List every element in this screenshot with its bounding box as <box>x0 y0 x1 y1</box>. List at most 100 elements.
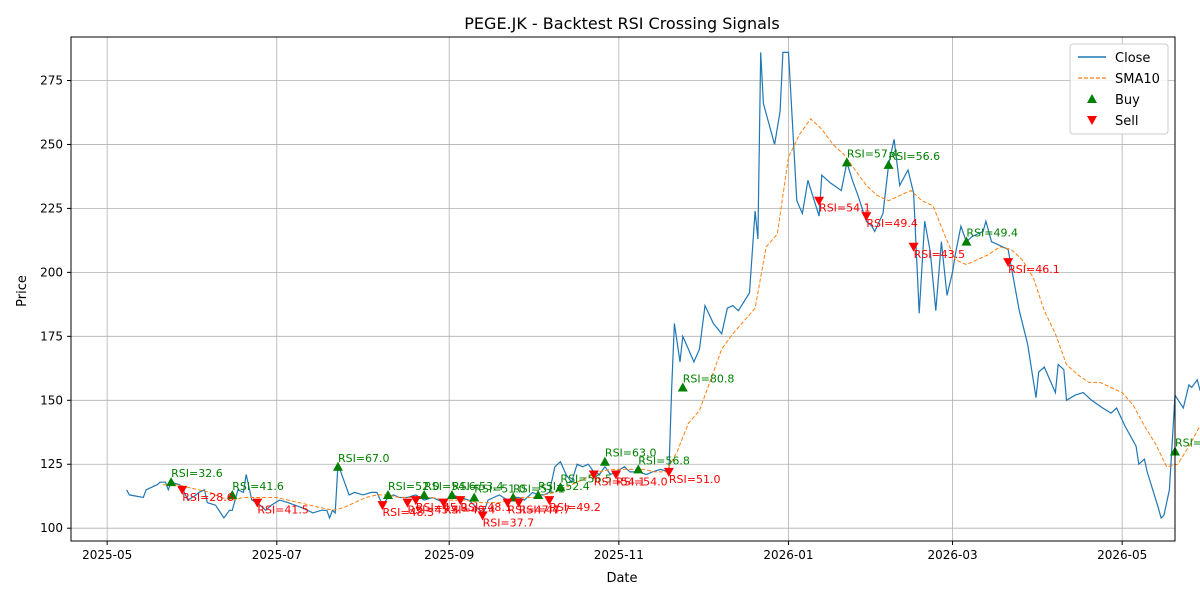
buy-marker <box>446 489 457 499</box>
sell-marker <box>252 498 263 508</box>
buy-annotation: RSI=63.0 <box>605 447 657 460</box>
sell-marker <box>611 470 622 480</box>
legend-swatch-buy <box>1087 94 1097 103</box>
x-tick-label: 2025-07 <box>252 548 302 562</box>
x-tick-label: 2025-09 <box>424 548 474 562</box>
buy-annotation: RSI=56.8 <box>638 454 690 467</box>
y-tick-label: 225 <box>40 201 63 215</box>
buy-marker <box>883 159 894 169</box>
x-tick-label: 2025-11 <box>594 548 644 562</box>
buy-marker <box>555 482 566 492</box>
sell-marker <box>502 498 513 508</box>
sell-annotation: RSI=47.7 <box>519 504 571 517</box>
sell-marker <box>908 242 919 252</box>
buy-marker <box>383 489 394 499</box>
y-tick-label: 150 <box>40 393 63 407</box>
buy-annotation: RSI=40.8 <box>1175 436 1200 449</box>
buy-annotation: RSI=51.0 <box>474 483 526 496</box>
sell-marker <box>377 501 388 511</box>
buy-marker <box>469 492 480 502</box>
y-axis: 100 125 150 175 200 225 250 275 <box>40 73 71 535</box>
sell-annotation: RSI=49.4 <box>866 217 918 230</box>
sell-marker <box>861 212 872 222</box>
y-tick-label: 275 <box>40 73 63 87</box>
buy-annotation: RSI=67.0 <box>338 452 390 465</box>
sell-annotation: RSI=41.5 <box>257 504 309 517</box>
sell-marker <box>544 496 555 506</box>
sell-marker <box>455 496 466 506</box>
x-tick-label: 2025-05 <box>82 548 132 562</box>
sell-marker <box>410 496 421 506</box>
sell-marker <box>177 485 188 495</box>
sell-annotation: RSI=46.1 <box>1008 263 1060 276</box>
sell-annotation: RSI=45.9 <box>416 501 468 514</box>
legend-label: Close <box>1115 51 1150 66</box>
sell-annotation: RSI=37.7 <box>483 516 535 529</box>
y-tick-label: 100 <box>40 521 63 535</box>
buy-annotation: RSI=52.4 <box>538 480 590 493</box>
sell-marker <box>438 498 449 508</box>
sell-annotation: RSI=54.1 <box>594 475 646 488</box>
x-axis: 2025-05 2025-07 2025-09 2025-11 2026-01 2026-… <box>82 541 1147 562</box>
sell-annotation: RSI=48.1 <box>460 501 512 514</box>
sell-annotation: RSI=48.3 <box>382 506 434 519</box>
legend-label: Buy <box>1115 93 1140 108</box>
buy-marker <box>633 464 644 474</box>
sell-annotation: RSI=47.4 <box>508 504 560 517</box>
sell-marker <box>513 498 524 508</box>
buy-marker <box>227 489 238 499</box>
buy-marker <box>419 489 430 499</box>
sell-annotation: RSI=54.1 <box>819 202 871 215</box>
x-axis-label: Date <box>606 571 637 586</box>
legend-label: Sell <box>1115 114 1138 129</box>
buy-annotation: RSI=54.6 <box>424 480 476 493</box>
y-tick-label: 175 <box>40 329 63 343</box>
buy-marker <box>533 489 544 499</box>
buy-marker <box>332 461 343 471</box>
x-tick-label: 2026-01 <box>763 548 813 562</box>
plot-area: RSI=32.6 RSI=41.6 RSI=67.0 RSI=52.0RSI=54.6… <box>126 51 1200 529</box>
sell-annotation: RSI=45.4 <box>407 504 459 517</box>
buy-annotation: RSI=41.6 <box>232 480 284 493</box>
legend: Close SMA10 Buy Sell <box>1069 43 1169 135</box>
y-tick-label: 200 <box>40 265 63 279</box>
sell-marker <box>814 196 825 206</box>
y-tick-label: 250 <box>40 137 63 151</box>
x-tick-label: 2026-03 <box>927 548 977 562</box>
buy-marker <box>841 157 852 167</box>
chart-title: PEGE.JK - Backtest RSI Crossing Signals <box>464 14 779 33</box>
y-axis-label: Price <box>15 275 30 307</box>
legend-label: SMA10 <box>1115 72 1160 87</box>
sell-marker <box>588 470 599 480</box>
x-tick-label: 2026-05 <box>1097 548 1147 562</box>
buy-marker <box>166 477 177 487</box>
sell-annotation: RSI=43.5 <box>914 248 966 261</box>
sell-annotation: RSI=28.6 <box>182 491 234 504</box>
sell-marker <box>663 467 674 477</box>
buy-marker <box>677 382 688 392</box>
legend-swatch-sell <box>1087 116 1097 125</box>
plot-frame <box>70 36 1176 542</box>
buy-annotation: RSI=56.6 <box>889 150 941 163</box>
sell-marker <box>1003 258 1014 268</box>
sell-annotation: RSI=51.0 <box>669 473 721 486</box>
buy-annotation: RSI=56.5 <box>560 472 612 485</box>
series-line-close <box>126 51 1200 520</box>
series-line-sma10 <box>162 118 1200 511</box>
buy-annotation: RSI=49.4 <box>966 227 1018 240</box>
buy-annotation: RSI=80.8 <box>683 372 735 385</box>
buy-annotation: RSI=53.4 <box>452 480 504 493</box>
buy-marker <box>599 456 610 466</box>
buy-marker <box>961 236 972 246</box>
y-tick-label: 125 <box>40 457 63 471</box>
sell-annotation: RSI=49.2 <box>549 501 601 514</box>
sell-annotation: RSI=54.0 <box>616 475 668 488</box>
buy-annotation: RSI=52.0 <box>388 480 440 493</box>
buy-annotation: RSI=57.4 <box>847 147 899 160</box>
buy-annotation: RSI=32.6 <box>171 467 223 480</box>
buy-annotation: RSI=51.1 <box>513 483 565 496</box>
legend-box <box>1069 43 1169 135</box>
grid <box>71 37 1175 541</box>
